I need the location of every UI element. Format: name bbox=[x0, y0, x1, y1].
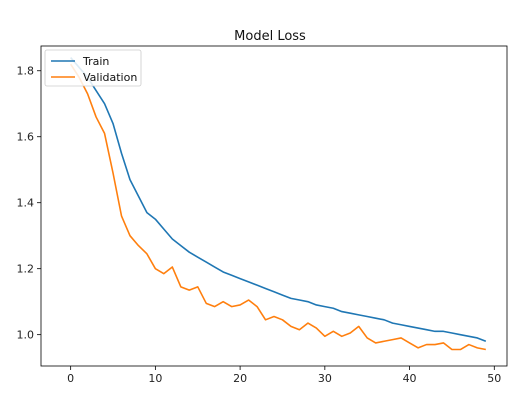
legend: Train Validation bbox=[44, 49, 142, 87]
legend-label-validation: Validation bbox=[83, 71, 137, 84]
chart-title: Model Loss bbox=[234, 29, 306, 44]
x-tick-label: 40 bbox=[403, 372, 417, 385]
x-tick-label: 20 bbox=[233, 372, 247, 385]
y-tick-label: 1.0 bbox=[17, 329, 35, 342]
axes: 0 10 20 30 40 50 1.0 1.2 1.4 1.6 1.8 bbox=[17, 45, 508, 385]
series-line-train bbox=[70, 57, 487, 343]
series-line-validation bbox=[69, 63, 486, 351]
y-tick-label: 1.8 bbox=[17, 65, 35, 78]
plot-area bbox=[69, 57, 487, 351]
x-tick-label: 50 bbox=[487, 372, 501, 385]
y-tick-label: 1.4 bbox=[17, 197, 35, 210]
x-tick-label: 0 bbox=[67, 372, 74, 385]
y-tick-label: 1.6 bbox=[17, 131, 35, 144]
y-tick-label: 1.2 bbox=[17, 263, 35, 276]
legend-label-train: Train bbox=[82, 55, 109, 68]
plot-frame bbox=[40, 45, 508, 367]
x-tick-label: 30 bbox=[318, 372, 332, 385]
x-tick-label: 10 bbox=[148, 372, 162, 385]
